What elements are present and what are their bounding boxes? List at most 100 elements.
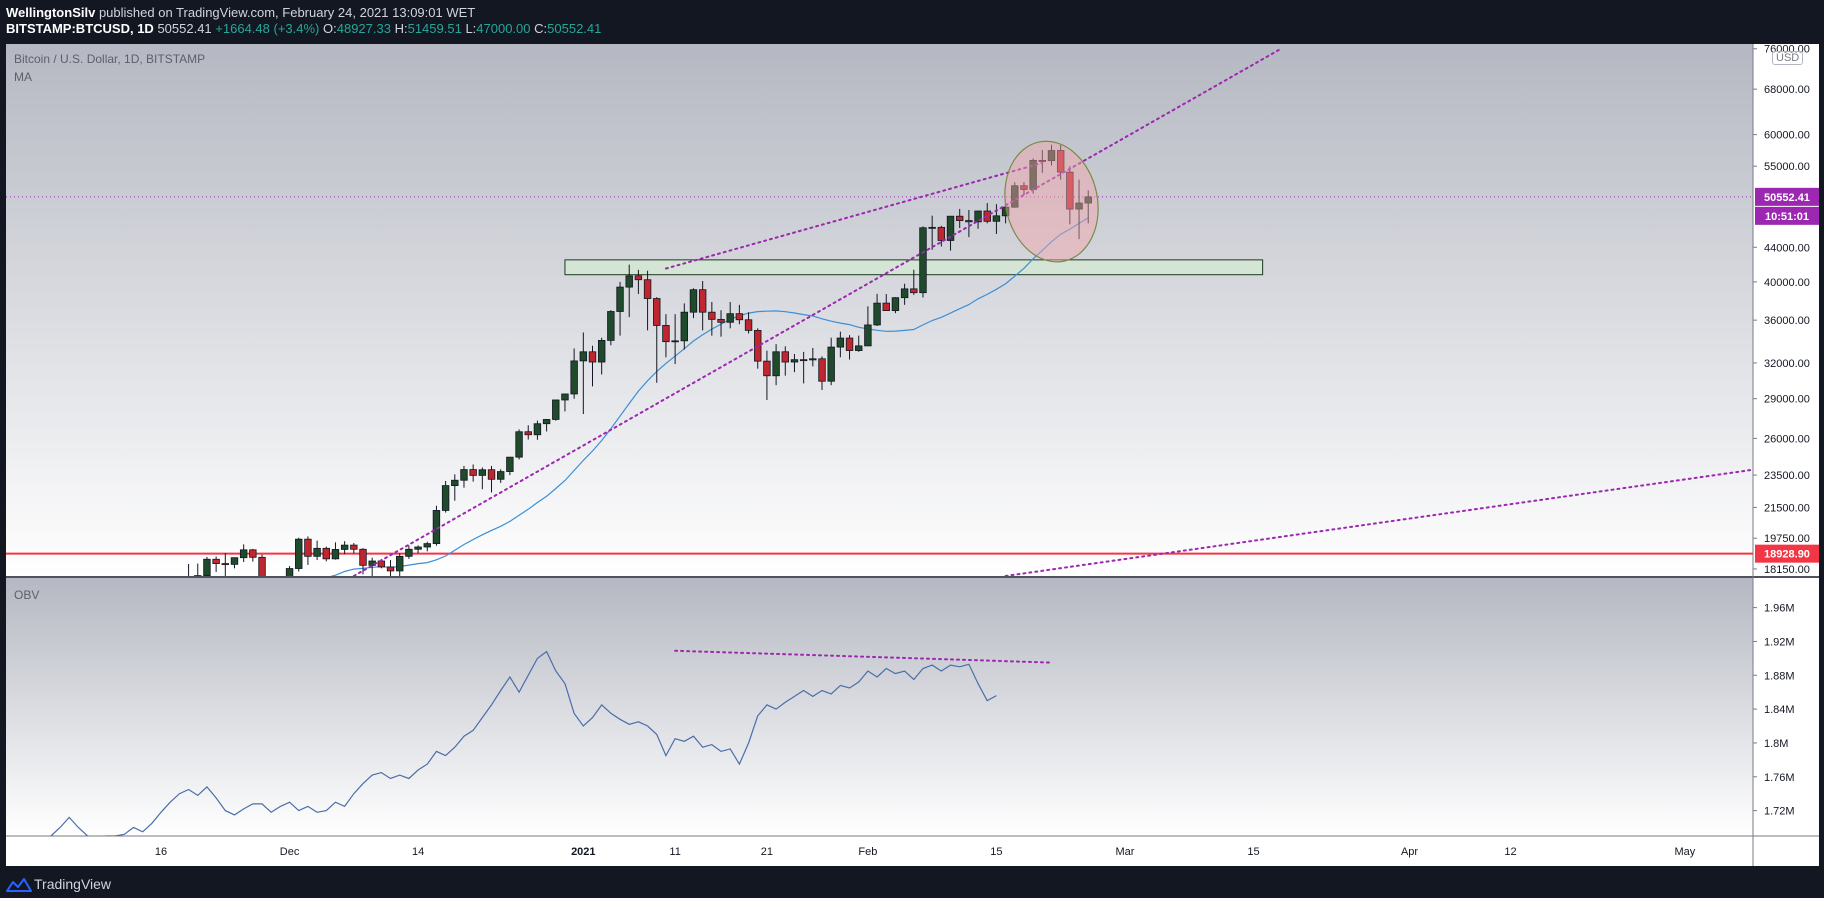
moving-average-line[interactable]: [299, 217, 1089, 585]
candle[interactable]: [698, 280, 707, 331]
price-axis[interactable]: 76000.00 68000.00 60000.00 55000.00 44000.00…: [1753, 44, 1810, 576]
candle[interactable]: [900, 283, 909, 305]
obv-axis[interactable]: 1.96M 1.92M 1.88M 1.84M 1.8M 1.76M 1.72M: [1753, 603, 1795, 818]
candle[interactable]: [396, 553, 404, 580]
candle[interactable]: [1066, 166, 1074, 225]
trendline[interactable]: [352, 47, 1282, 576]
candle[interactable]: [185, 563, 192, 585]
candle[interactable]: [524, 425, 532, 440]
time-axis[interactable]: 16Dec1420211121Feb15Mar15Apr12May17: [155, 846, 1824, 858]
candle[interactable]: [836, 331, 845, 358]
candle[interactable]: [689, 288, 698, 319]
candle[interactable]: [717, 310, 725, 337]
candle[interactable]: [781, 346, 789, 376]
candle[interactable]: [221, 553, 229, 576]
candle[interactable]: [570, 348, 578, 399]
candle[interactable]: [1047, 144, 1056, 166]
trendline[interactable]: [1004, 468, 1759, 576]
candle[interactable]: [919, 226, 927, 298]
obv-plot[interactable]: [50, 649, 1053, 838]
candle[interactable]: [809, 347, 817, 367]
candle[interactable]: [634, 269, 643, 294]
candle[interactable]: [194, 563, 202, 581]
candle[interactable]: [469, 464, 477, 482]
candle[interactable]: [414, 545, 422, 554]
candle[interactable]: [864, 306, 872, 347]
obv-indicator-label[interactable]: OBV: [14, 588, 40, 602]
candle[interactable]: [1056, 145, 1065, 180]
candle[interactable]: [506, 456, 514, 476]
candle[interactable]: [653, 297, 661, 383]
candle[interactable]: [818, 356, 826, 391]
candle[interactable]: [487, 465, 496, 493]
candle[interactable]: [910, 269, 918, 295]
candle[interactable]: [726, 301, 734, 329]
candle[interactable]: [790, 353, 799, 373]
obv-line[interactable]: [50, 650, 997, 838]
candle[interactable]: [588, 345, 597, 387]
candle[interactable]: [662, 314, 670, 358]
candle[interactable]: [827, 337, 835, 386]
candle[interactable]: [992, 204, 1001, 234]
candle[interactable]: [873, 293, 881, 326]
currency-badge[interactable]: USD: [1772, 51, 1804, 65]
candle[interactable]: [946, 215, 955, 251]
candle[interactable]: [735, 304, 744, 325]
obv-divergence-line[interactable]: [674, 649, 1053, 664]
highlight-ellipse[interactable]: [994, 133, 1109, 271]
candle[interactable]: [405, 545, 413, 559]
candle[interactable]: [1038, 150, 1047, 173]
candle[interactable]: [744, 312, 753, 334]
candle[interactable]: [1011, 182, 1019, 208]
candle[interactable]: [845, 335, 854, 360]
candle[interactable]: [616, 281, 624, 336]
candle[interactable]: [708, 301, 716, 336]
candle[interactable]: [561, 393, 569, 412]
candle[interactable]: [763, 350, 771, 400]
candle[interactable]: [432, 505, 441, 546]
candle[interactable]: [891, 297, 900, 314]
candle[interactable]: [515, 429, 523, 460]
candle[interactable]: [423, 541, 431, 552]
candle[interactable]: [212, 556, 220, 572]
candle[interactable]: [1084, 190, 1092, 224]
candle[interactable]: [643, 270, 652, 331]
candle[interactable]: [386, 560, 395, 576]
author-name[interactable]: WellingtonSilv: [6, 5, 96, 20]
candle[interactable]: [1020, 182, 1028, 196]
candle[interactable]: [754, 328, 762, 369]
price-plot[interactable]: [6, 47, 1759, 620]
candle[interactable]: [607, 310, 615, 346]
candle[interactable]: [340, 541, 349, 555]
candle[interactable]: [680, 303, 688, 350]
candle[interactable]: [441, 481, 450, 513]
candle[interactable]: [597, 337, 606, 375]
candle[interactable]: [882, 294, 890, 312]
candle[interactable]: [295, 537, 303, 572]
footer-brand[interactable]: TradingView: [34, 876, 112, 892]
candle[interactable]: [799, 351, 808, 384]
candle[interactable]: [579, 332, 588, 415]
candle[interactable]: [203, 556, 211, 580]
candle[interactable]: [974, 210, 982, 229]
candle[interactable]: [625, 264, 633, 318]
candle[interactable]: [331, 542, 340, 560]
candle[interactable]: [855, 335, 863, 352]
candle[interactable]: [937, 225, 946, 247]
candle[interactable]: [285, 566, 294, 581]
candle[interactable]: [322, 546, 330, 562]
candle[interactable]: [956, 208, 964, 228]
candle[interactable]: [258, 554, 266, 603]
chart-canvas[interactable]: 76000.00 68000.00 60000.00 55000.00 44000.00…: [0, 0, 1824, 872]
candle[interactable]: [359, 548, 367, 575]
candle[interactable]: [304, 536, 312, 565]
ma-indicator-label[interactable]: MA: [14, 70, 32, 84]
candle[interactable]: [1075, 179, 1083, 240]
candle[interactable]: [496, 469, 505, 483]
candle[interactable]: [671, 314, 679, 365]
trendline[interactable]: [664, 161, 1044, 270]
candle[interactable]: [230, 557, 239, 569]
candle[interactable]: [460, 465, 468, 488]
candle[interactable]: [533, 420, 542, 440]
candle[interactable]: [478, 467, 487, 490]
